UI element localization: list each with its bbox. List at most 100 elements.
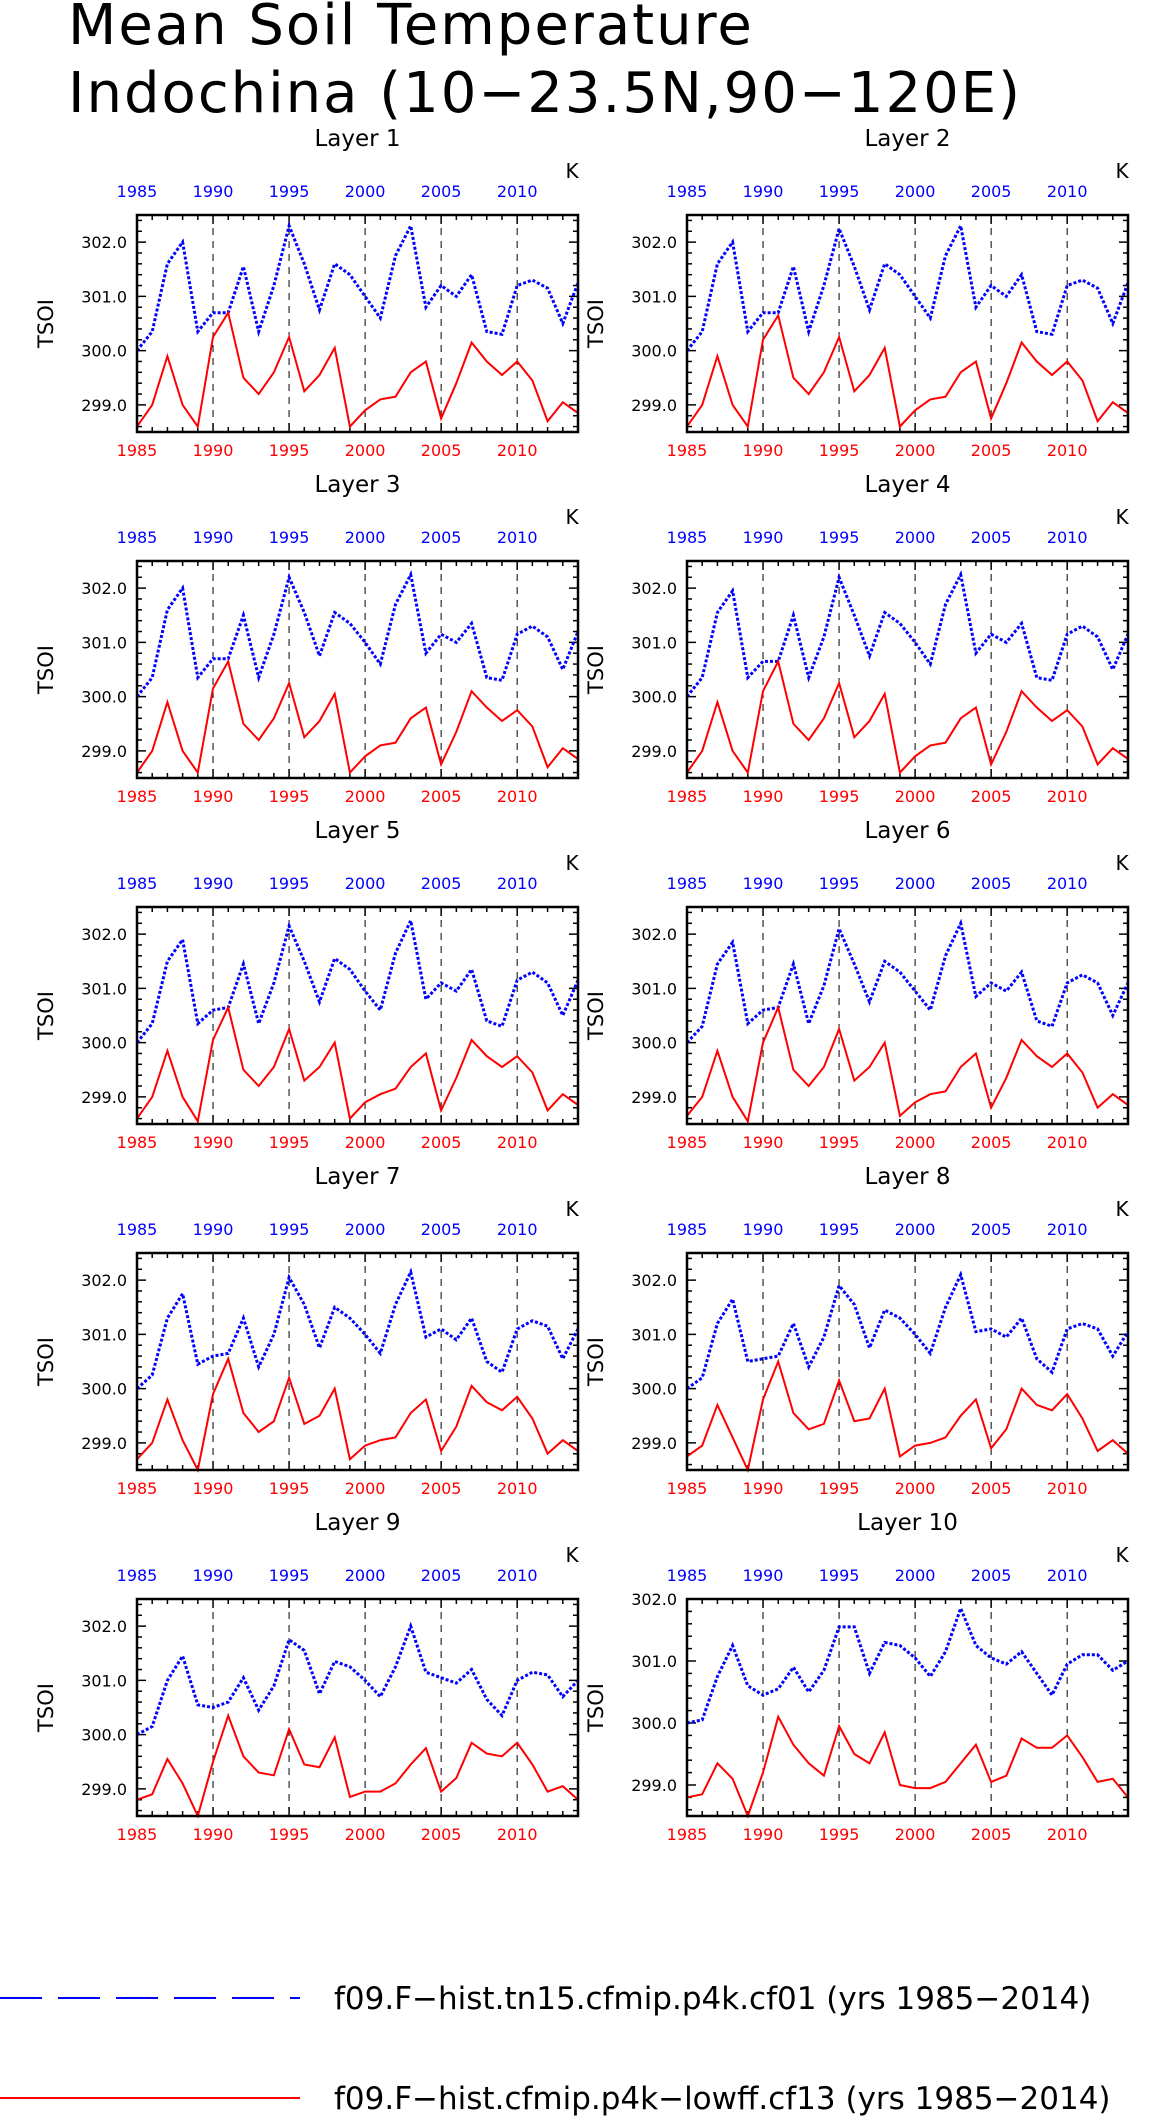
x-tick-label-top: 1990 bbox=[193, 1220, 234, 1239]
x-tick-label-top: 1990 bbox=[193, 528, 234, 547]
x-tick-label-bottom: 1990 bbox=[743, 441, 784, 460]
y-tick-label: 300.0 bbox=[81, 1726, 127, 1745]
chart-panel-10: Layer 10 K TSOI 299.0 300.0 301.0 302.0 1985 198… bbox=[584, 1510, 1129, 1844]
x-tick-label-bottom: 1995 bbox=[819, 1479, 860, 1498]
x-tick-label-bottom: 1985 bbox=[667, 787, 708, 806]
x-tick-label-bottom: 2005 bbox=[971, 1479, 1012, 1498]
x-tick-label-bottom: 2005 bbox=[421, 1133, 462, 1152]
chart-panel-2: Layer 2 K TSOI 299.0 300.0 301.0 302.0 1985 1985… bbox=[584, 126, 1129, 460]
x-tick-label-bottom: 2000 bbox=[345, 1825, 386, 1844]
x-tick-label-bottom: 2005 bbox=[971, 441, 1012, 460]
x-tick-label-bottom: 2000 bbox=[345, 1479, 386, 1498]
figure-title-line-1: Mean Soil Temperature bbox=[68, 0, 754, 58]
x-tick-label-bottom: 2000 bbox=[895, 1133, 936, 1152]
chart-panel-7: Layer 7 K TSOI 299.0 300.0 301.0 302.0 1985 1985… bbox=[34, 1164, 579, 1498]
x-tick-label-top: 1995 bbox=[819, 528, 860, 547]
y-axis-label: TSOI bbox=[34, 991, 58, 1041]
x-tick-label-bottom: 1995 bbox=[819, 1825, 860, 1844]
x-tick-label-top: 1990 bbox=[743, 182, 784, 201]
y-axis-label: TSOI bbox=[34, 1337, 58, 1387]
panel-title: Layer 4 bbox=[864, 472, 950, 498]
y-tick-label: 299.0 bbox=[81, 1088, 127, 1107]
plot-frame bbox=[135, 213, 580, 434]
y-tick-label: 301.0 bbox=[81, 633, 127, 652]
x-tick-label-top: 2010 bbox=[1047, 874, 1088, 893]
x-tick-label-bottom: 2005 bbox=[421, 1825, 462, 1844]
panel-title: Layer 2 bbox=[864, 126, 950, 152]
units-label: K bbox=[1115, 851, 1129, 875]
x-tick-label-top: 1990 bbox=[193, 874, 234, 893]
units-label: K bbox=[565, 1197, 579, 1221]
x-tick-label-top: 1995 bbox=[819, 1566, 860, 1585]
series-line-red bbox=[686, 312, 1129, 430]
x-tick-label-top: 2010 bbox=[497, 874, 538, 893]
x-tick-label-bottom: 2010 bbox=[1047, 441, 1088, 460]
y-tick-label: 300.0 bbox=[81, 1034, 127, 1053]
y-axis-label: TSOI bbox=[34, 299, 58, 349]
series-line-red bbox=[686, 658, 1129, 776]
x-tick-label-top: 1985 bbox=[667, 1566, 708, 1585]
y-axis-label: TSOI bbox=[584, 1337, 608, 1387]
x-tick-label-top: 1990 bbox=[193, 1566, 234, 1585]
y-tick-label: 300.0 bbox=[81, 342, 127, 361]
series-line-blue bbox=[686, 1604, 1129, 1725]
x-tick-label-bottom: 1990 bbox=[193, 1479, 234, 1498]
legend-label-red: f09.F−hist.cfmip.p4k−lowff.cf13 (yrs 198… bbox=[334, 2081, 1111, 2117]
x-tick-label-top: 1995 bbox=[269, 528, 310, 547]
y-tick-label: 299.0 bbox=[631, 1776, 677, 1795]
y-tick-label: 299.0 bbox=[81, 1434, 127, 1453]
x-tick-label-bottom: 1990 bbox=[743, 787, 784, 806]
y-tick-label: 300.0 bbox=[81, 1380, 127, 1399]
y-tick-label: 301.0 bbox=[631, 1325, 677, 1344]
series-line-red bbox=[686, 1714, 1129, 1819]
series-line-blue bbox=[136, 1267, 580, 1390]
chart-panels: Layer 1 K TSOI 299.0 300.0 301.0 302.0 1985 1985… bbox=[34, 126, 1129, 1844]
y-tick-label: 299.0 bbox=[631, 742, 677, 761]
x-tick-label-top: 2000 bbox=[345, 874, 386, 893]
plot-frame bbox=[135, 1597, 580, 1818]
x-tick-label-top: 1990 bbox=[743, 874, 784, 893]
x-tick-label-top: 1995 bbox=[269, 1566, 310, 1585]
x-tick-label-bottom: 1985 bbox=[667, 1479, 708, 1498]
x-tick-label-bottom: 2000 bbox=[895, 1825, 936, 1844]
x-tick-label-top: 2005 bbox=[971, 874, 1012, 893]
chart-panel-8: Layer 8 K TSOI 299.0 300.0 301.0 302.0 1985 1985… bbox=[584, 1164, 1129, 1498]
x-tick-label-top: 2005 bbox=[421, 528, 462, 547]
x-tick-label-top: 1990 bbox=[743, 528, 784, 547]
x-tick-label-top: 2005 bbox=[421, 874, 462, 893]
x-tick-label-bottom: 2005 bbox=[971, 787, 1012, 806]
x-tick-label-bottom: 2005 bbox=[421, 441, 462, 460]
y-axis-label: TSOI bbox=[584, 1683, 608, 1733]
x-tick-label-bottom: 1985 bbox=[667, 1133, 708, 1152]
series-line-red bbox=[686, 1004, 1129, 1124]
y-axis-label: TSOI bbox=[584, 299, 608, 349]
x-tick-label-bottom: 1990 bbox=[743, 1825, 784, 1844]
x-tick-label-top: 2005 bbox=[421, 1566, 462, 1585]
y-axis-label: TSOI bbox=[584, 991, 608, 1041]
x-tick-label-bottom: 2010 bbox=[1047, 787, 1088, 806]
legend: f09.F−hist.tn15.cfmip.p4k.cf01 (yrs 1985… bbox=[0, 1981, 1111, 2117]
panel-title: Layer 7 bbox=[314, 1164, 400, 1190]
x-tick-label-top: 2010 bbox=[497, 528, 538, 547]
x-tick-label-top: 1985 bbox=[117, 874, 158, 893]
y-tick-label: 300.0 bbox=[631, 1034, 677, 1053]
x-tick-label-top: 2000 bbox=[895, 1220, 936, 1239]
series-line-red bbox=[686, 1358, 1129, 1474]
y-tick-label: 302.0 bbox=[631, 579, 677, 598]
y-tick-label: 301.0 bbox=[631, 1652, 677, 1671]
x-tick-label-top: 2010 bbox=[497, 1220, 538, 1239]
x-tick-label-top: 2005 bbox=[971, 1566, 1012, 1585]
x-tick-label-bottom: 1985 bbox=[667, 441, 708, 460]
series-line-blue bbox=[136, 1621, 580, 1736]
y-tick-label: 299.0 bbox=[631, 1434, 677, 1453]
y-tick-label: 299.0 bbox=[631, 396, 677, 415]
x-tick-label-top: 2005 bbox=[971, 182, 1012, 201]
x-tick-label-bottom: 1995 bbox=[269, 441, 310, 460]
x-tick-label-top: 2005 bbox=[421, 182, 462, 201]
units-label: K bbox=[565, 505, 579, 529]
series-line-red bbox=[136, 1355, 579, 1474]
chart-panel-9: Layer 9 K TSOI 299.0 300.0 301.0 302.0 1985 1985… bbox=[34, 1510, 579, 1844]
x-tick-label-top: 2010 bbox=[1047, 1566, 1088, 1585]
y-tick-label: 301.0 bbox=[81, 1671, 127, 1690]
y-axis-label: TSOI bbox=[34, 1683, 58, 1733]
